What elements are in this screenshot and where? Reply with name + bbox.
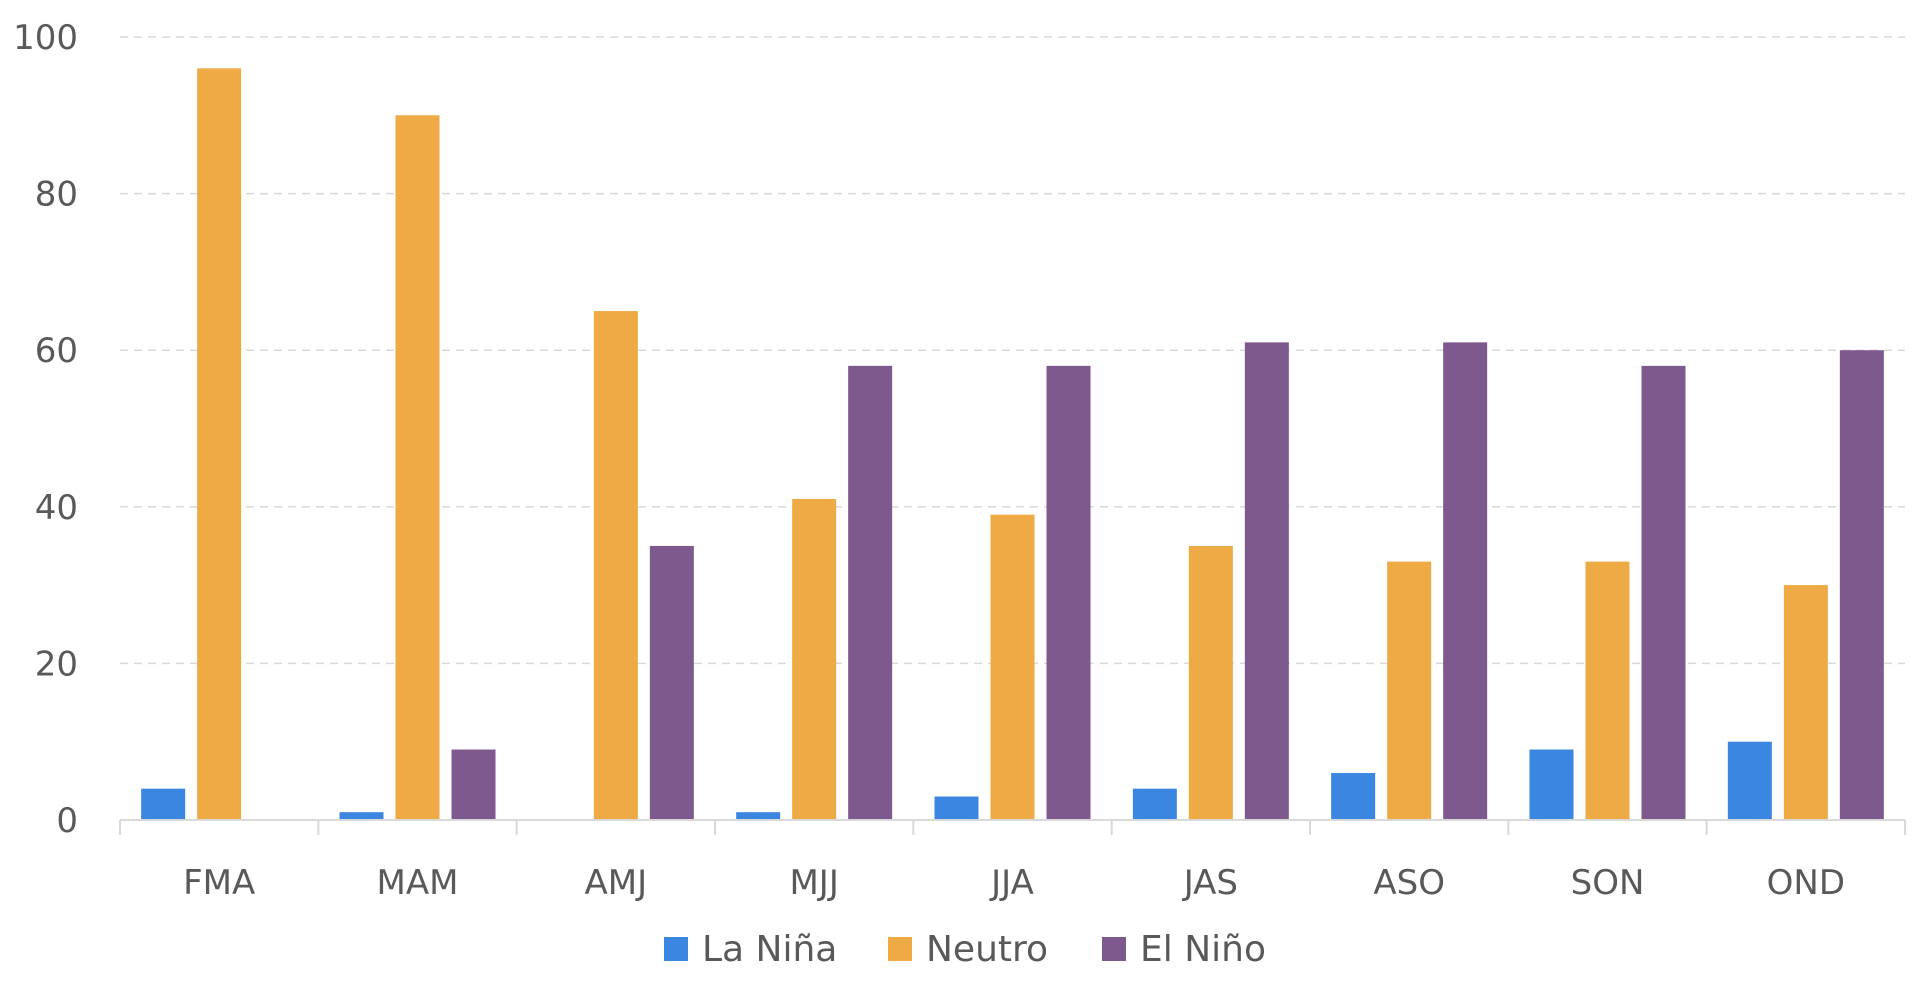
y-tick-label: 20 xyxy=(35,644,78,684)
y-tick-label: 0 xyxy=(56,801,78,841)
y-axis-tick-labels: 0 20 40 60 80 100 xyxy=(13,18,78,841)
bar-el-nino-ond xyxy=(1839,350,1884,820)
legend-swatch xyxy=(1102,937,1126,961)
legend-label: El Niño xyxy=(1140,929,1266,970)
y-tick-label: 60 xyxy=(35,331,78,371)
x-tick-label: OND xyxy=(1767,863,1845,903)
x-tick-label: MJJ xyxy=(789,863,838,903)
bar-neutro-jja xyxy=(990,514,1035,820)
x-tick-label: SON xyxy=(1571,863,1645,903)
legend-label: La Niña xyxy=(702,929,837,970)
bar-el-nino-aso xyxy=(1443,342,1488,820)
bar-la-nina-fma xyxy=(141,788,186,820)
bar-neutro-mjj xyxy=(792,498,837,820)
legend-swatch xyxy=(888,937,912,961)
x-tick-label: AMJ xyxy=(585,863,648,903)
bar-neutro-ond xyxy=(1783,585,1828,820)
bar-la-nina-mjj xyxy=(736,812,781,820)
bar-neutro-amj xyxy=(593,311,638,820)
bar-neutro-jas xyxy=(1188,545,1233,820)
bar-la-nina-ond xyxy=(1727,741,1772,820)
bar-el-nino-mjj xyxy=(848,365,893,820)
bar-el-nino-jja xyxy=(1046,365,1091,820)
bar-neutro-son xyxy=(1585,561,1630,820)
legend-swatch xyxy=(664,937,688,961)
x-tick-label: FMA xyxy=(183,863,255,903)
x-tick-label: ASO xyxy=(1373,863,1445,903)
x-tick-label: JAS xyxy=(1182,863,1238,903)
y-tick-label: 100 xyxy=(13,18,78,58)
bar-el-nino-jas xyxy=(1244,342,1289,820)
y-tick-label: 40 xyxy=(35,488,78,528)
bar-el-nino-son xyxy=(1641,365,1686,820)
bar-el-nino-mam xyxy=(451,749,496,820)
x-tick-label: JJA xyxy=(989,863,1034,903)
x-tick-label: MAM xyxy=(377,863,459,903)
y-tick-label: 80 xyxy=(35,175,78,215)
bar-neutro-fma xyxy=(197,68,242,820)
bar-neutro-mam xyxy=(395,115,440,821)
bar-la-nina-jja xyxy=(934,796,979,820)
bar-el-nino-amj xyxy=(649,545,694,820)
legend: La Niña Neutro El Niño xyxy=(664,929,1266,970)
bar-la-nina-son xyxy=(1529,749,1574,820)
bar-la-nina-aso xyxy=(1331,773,1376,820)
bar-neutro-aso xyxy=(1387,561,1432,820)
bar-la-nina-mam xyxy=(339,812,384,820)
x-axis: FMA MAM AMJ MJJ JJA JAS ASO SON OND xyxy=(119,819,1906,903)
legend-label: Neutro xyxy=(926,929,1048,970)
bars xyxy=(141,68,1884,821)
bar-la-nina-jas xyxy=(1132,788,1177,820)
